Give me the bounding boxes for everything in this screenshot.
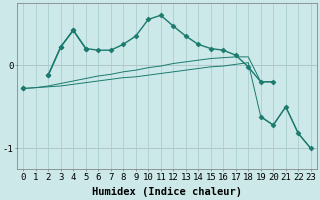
X-axis label: Humidex (Indice chaleur): Humidex (Indice chaleur) bbox=[92, 187, 242, 197]
